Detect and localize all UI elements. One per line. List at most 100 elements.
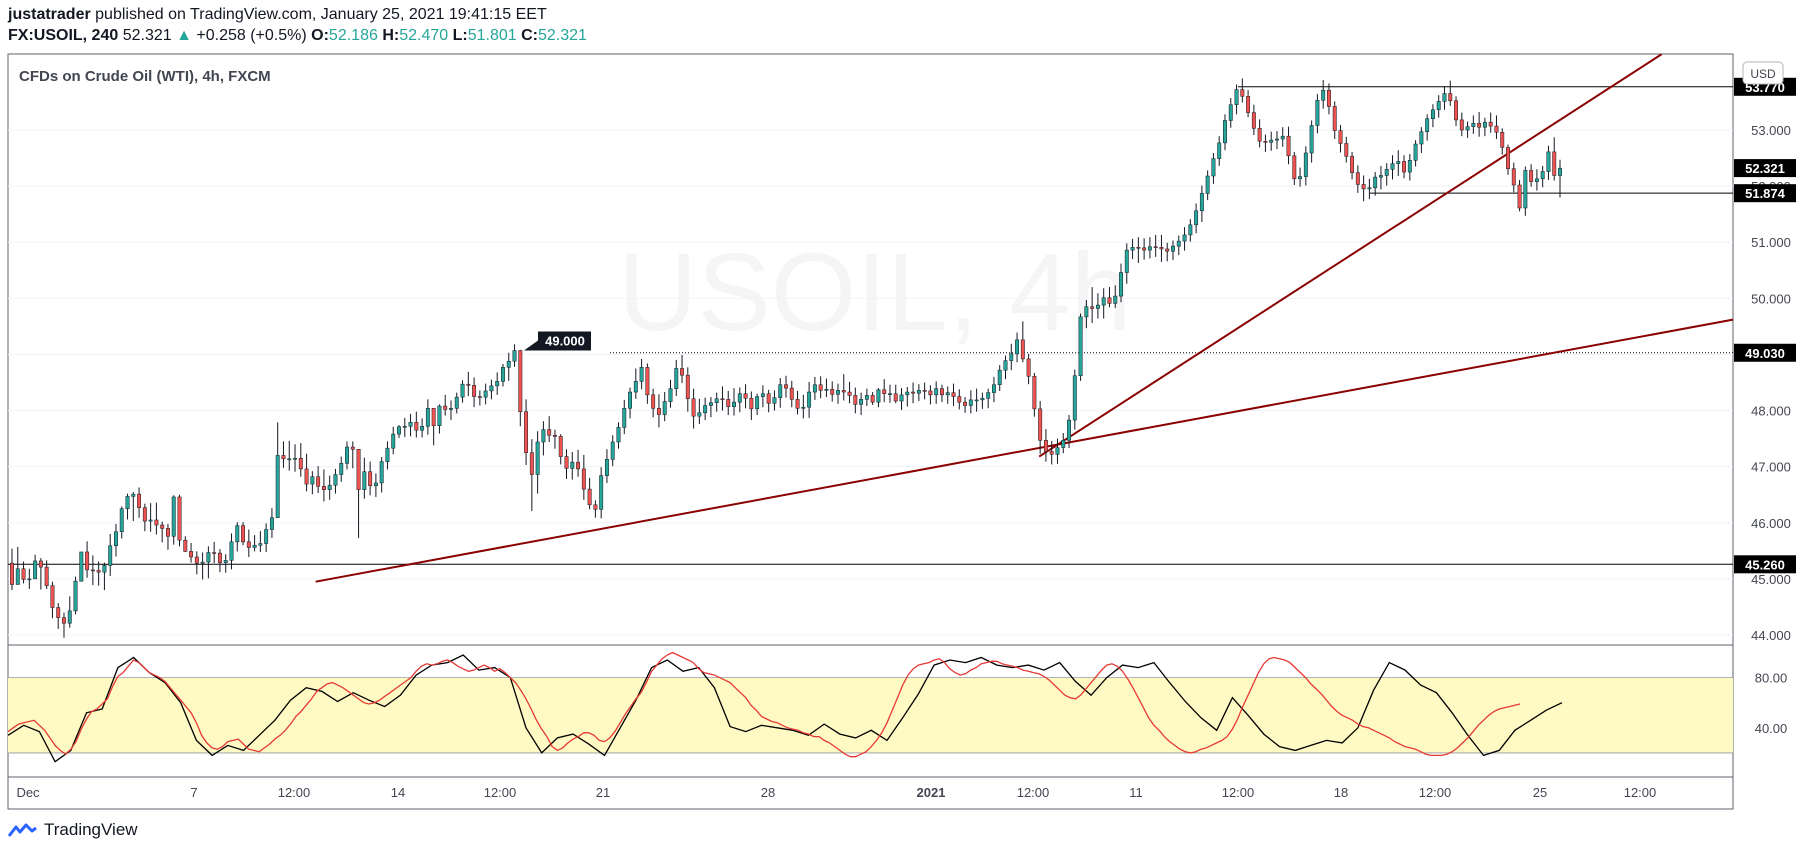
price-label-text: 52.321 [1745,161,1785,176]
time-tick-label: 28 [761,785,775,800]
bullish-candle [495,381,500,387]
bearish-candle [720,398,725,401]
time-axis[interactable]: Dec 7 12:00 14 12:00 21 28 2021 12:00 11 12:00 18 12… [16,785,1656,800]
bullish-candle [1471,123,1476,127]
bullish-candle [339,463,344,475]
time-tick-label: 11 [1129,785,1143,800]
bullish-candle [674,368,679,389]
bearish-candle [1500,131,1505,148]
bullish-candle [73,580,78,612]
bearish-candle [1136,247,1141,249]
bullish-candle [345,446,349,464]
bullish-candle [1101,297,1106,306]
bullish-candle [616,427,621,443]
bearish-candle [321,486,326,490]
bearish-candle [1107,297,1112,304]
bullish-candle [454,396,459,409]
bearish-candle [928,390,933,396]
open-label: O: [311,27,329,44]
bearish-candle [160,524,165,529]
bullish-candle [420,426,425,431]
bullish-candle [119,508,124,533]
bearish-candle [1511,168,1516,186]
bearish-candle [166,528,170,537]
bullish-candle [1176,240,1181,247]
bullish-candle [460,383,465,398]
bearish-candle [137,493,142,508]
bullish-candle [986,392,991,399]
bullish-candle [772,397,777,404]
bearish-candle [870,395,875,403]
price-tick-label: 53.000 [1751,123,1791,138]
bullish-candle [1309,125,1314,154]
bullish-candle [1055,447,1060,455]
bearish-candle [142,507,147,522]
bullish-candle [1188,224,1193,236]
bullish-candle [1384,169,1389,176]
time-tick-label: Dec [16,785,40,800]
currency-badge-box [1742,61,1784,85]
bullish-candle [379,461,384,484]
bullish-candle [535,441,540,475]
bearish-candle [547,429,552,436]
bullish-candle [1413,143,1418,161]
price-axis[interactable]: 44.00045.00046.00047.00048.00049.00050.0… [1734,77,1796,736]
bullish-candle [628,391,632,409]
bearish-candle [241,525,245,543]
bearish-candle [1332,106,1337,131]
candles[interactable] [10,78,1562,638]
bullish-candle [125,496,130,509]
footer[interactable]: TradingView [8,820,138,840]
bullish-candle [108,545,113,566]
bearish-candle [1494,125,1499,133]
bullish-candle [662,401,667,415]
bullish-candle [1280,135,1285,140]
time-tick-label: 12:00 [1017,785,1050,800]
horizontal-levels[interactable] [8,86,1733,565]
bearish-candle [524,411,529,453]
bearish-candle [529,452,534,475]
bullish-candle [639,367,644,382]
time-tick-label: 12:00 [1419,785,1452,800]
bearish-candle [1165,248,1170,252]
bearish-candle [356,449,361,490]
bearish-candle [177,496,182,541]
bearish-candle [581,468,586,490]
currency-badge[interactable]: USD [1742,61,1784,85]
bullish-candle [131,493,136,497]
bearish-candle [1020,339,1025,360]
bearish-candle [1338,130,1343,144]
price-annotation[interactable]: 49.000 [524,331,591,351]
last-price: 52.321 [122,27,172,44]
bearish-candle [587,488,592,506]
stochastic-k-line [7,654,1563,763]
stochastic-band [8,677,1733,754]
annotation-callout [524,331,591,351]
bearish-candle [830,388,835,395]
author-name[interactable]: justatrader [8,6,91,23]
bearish-candle [1350,156,1355,173]
bullish-candle [275,455,280,518]
bullish-candle [812,384,817,393]
bearish-candle [1361,184,1366,190]
bullish-candle [397,426,401,435]
bearish-candle [350,446,355,450]
bearish-candle [766,393,771,404]
bullish-candle [402,426,407,428]
bearish-candle [1355,172,1360,185]
price-tick-label: 51.000 [1751,235,1791,250]
bearish-candle [1454,100,1458,121]
bullish-candle [408,422,413,427]
bullish-candle [310,476,315,485]
stochastic-d-line [7,651,1521,758]
bearish-candle [50,585,55,608]
bullish-candle [114,531,118,547]
bullish-candle [934,388,939,396]
bullish-candle [1378,175,1383,178]
open-value: 52.186 [328,27,378,44]
bullish-candle [391,433,396,449]
trendlines[interactable] [315,53,1734,583]
bullish-candle [483,390,488,398]
bearish-candle [1529,170,1534,182]
